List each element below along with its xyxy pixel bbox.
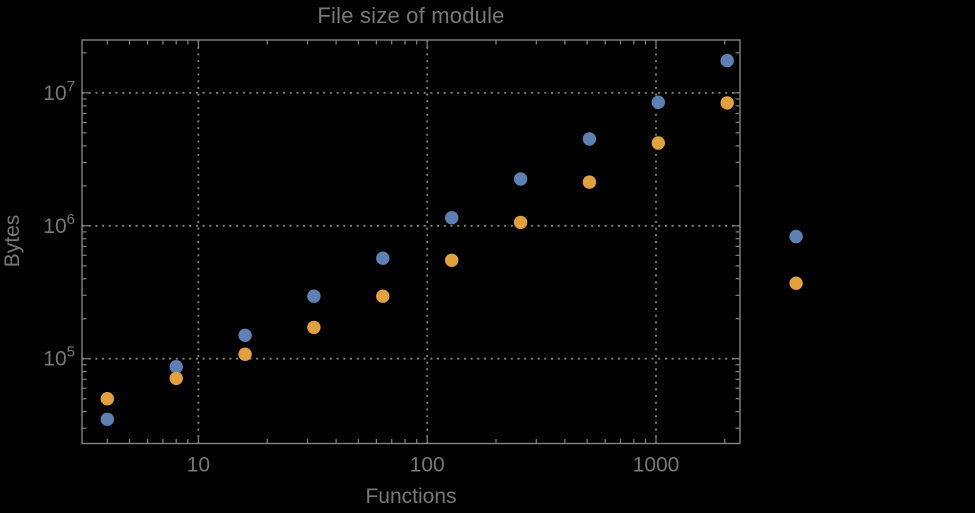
data-point-series-1-blue bbox=[376, 251, 390, 265]
data-point-series-2-orange bbox=[651, 136, 665, 150]
data-point-series-1-blue bbox=[720, 53, 734, 68]
data-point-series-1-blue bbox=[238, 328, 252, 342]
data-point-series-2-orange bbox=[720, 96, 734, 110]
data-point-series-1-blue bbox=[513, 172, 528, 186]
y-axis-label: Bytes bbox=[1, 214, 24, 268]
data-point-series-1-blue bbox=[100, 412, 115, 426]
data-point-series-2-orange bbox=[376, 289, 390, 303]
data-point-series-1-blue bbox=[307, 289, 321, 303]
data-point-series-2-orange bbox=[582, 175, 597, 189]
data-point-series-2-orange bbox=[169, 371, 183, 386]
data-point-series-1-blue bbox=[445, 211, 459, 225]
plot-frame bbox=[81, 39, 741, 445]
data-point-series-1-blue bbox=[582, 132, 597, 146]
data-point-series-2-orange bbox=[445, 253, 459, 267]
y-tick-label: 107 bbox=[43, 78, 75, 105]
x-tick-label: 1000 bbox=[633, 454, 680, 477]
data-point-series-2-orange bbox=[100, 392, 115, 406]
x-tick-label: 10 bbox=[187, 454, 210, 477]
y-tick-label: 105 bbox=[43, 344, 75, 371]
y-tick-label: 106 bbox=[43, 211, 75, 238]
data-point-series-2-orange bbox=[238, 347, 252, 361]
data-point-series-1-blue bbox=[789, 229, 803, 244]
x-axis-label: Functions bbox=[365, 485, 457, 508]
data-point-series-1-blue bbox=[651, 95, 665, 110]
data-point-series-2-orange bbox=[789, 276, 803, 290]
x-tick-label: 100 bbox=[410, 454, 445, 477]
data-point-series-1-blue bbox=[169, 360, 183, 374]
data-point-series-2-orange bbox=[307, 320, 321, 335]
chart-title: File size of module bbox=[317, 3, 505, 28]
data-point-series-2-orange bbox=[513, 215, 528, 230]
